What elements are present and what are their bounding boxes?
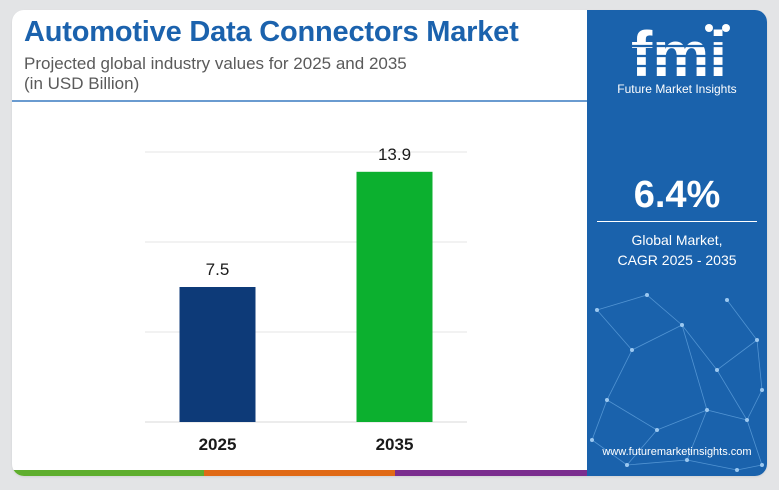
bottom-color-bar (12, 470, 588, 476)
sidebar-panel: fmi Future Market Insights 6.4% Global M… (587, 10, 767, 476)
bar-chart: 7.5 2025 13.9 2035 (145, 145, 467, 454)
logo-subtitle: Future Market Insights (617, 82, 737, 96)
x-tick-label-2025: 2025 (199, 435, 237, 454)
cagr-value: 6.4% (633, 174, 721, 216)
infographic-card: Automotive Data Connectors Market Projec… (12, 10, 767, 476)
cagr-divider (597, 221, 757, 222)
page-subtitle: Projected global industry values for 202… (24, 54, 407, 94)
x-tick-label-2035: 2035 (376, 435, 414, 454)
data-label-2035: 13.9 (378, 145, 411, 164)
bar-2035 (356, 171, 433, 422)
network-decoration (590, 293, 764, 472)
header-divider (12, 100, 587, 102)
bottom-bar-purple (395, 470, 588, 476)
bar-2025 (179, 287, 256, 422)
bottom-bar-orange (203, 470, 396, 476)
subtitle-line-1: Projected global industry values for 202… (24, 54, 407, 73)
cagr-label-line-1: Global Market, (631, 232, 723, 248)
website-link[interactable]: www.futuremarketinsights.com (602, 446, 752, 458)
bottom-bar-green (12, 470, 204, 476)
data-label-2025: 7.5 (206, 260, 230, 279)
fmi-logo: fmi (607, 20, 751, 90)
subtitle-line-2: (in USD Billion) (24, 74, 140, 93)
page-title: Automotive Data Connectors Market (24, 16, 519, 48)
cagr-label: Global Market, CAGR 2025 - 2035 (587, 230, 767, 270)
cagr-label-line-2: CAGR 2025 - 2035 (617, 252, 737, 268)
